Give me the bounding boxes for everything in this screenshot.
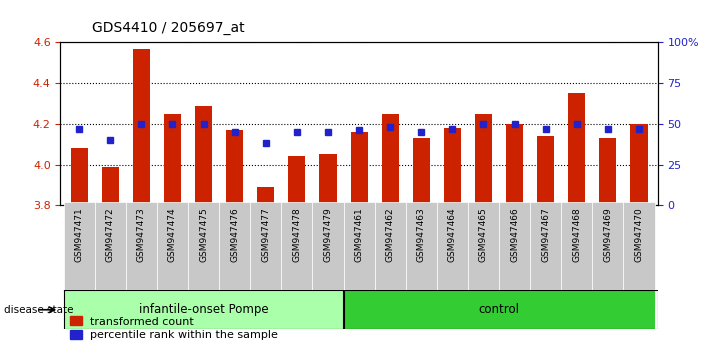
Bar (95, 202, 126, 308)
Text: GSM947468: GSM947468 (572, 207, 582, 262)
Text: GDS4410 / 205697_at: GDS4410 / 205697_at (92, 21, 245, 35)
Text: GSM947464: GSM947464 (448, 207, 457, 262)
Bar (631, 124, 648, 205)
Text: infantile-onset Pompe: infantile-onset Pompe (139, 303, 268, 316)
Text: GSM947472: GSM947472 (106, 207, 114, 262)
Legend: transformed count, percentile rank within the sample: transformed count, percentile rank withi… (66, 312, 283, 345)
Bar (506, 124, 523, 205)
Text: GSM947467: GSM947467 (541, 207, 550, 262)
Text: GSM947461: GSM947461 (355, 207, 363, 262)
Bar (63, 290, 343, 329)
Bar (219, 202, 250, 308)
Text: control: control (479, 303, 520, 316)
Text: GSM947466: GSM947466 (510, 207, 519, 262)
Bar (530, 202, 561, 308)
Bar (102, 167, 119, 205)
Bar (382, 114, 399, 205)
Bar (561, 202, 592, 308)
Text: GSM947471: GSM947471 (75, 207, 84, 262)
Bar (70, 148, 87, 205)
Text: GSM947474: GSM947474 (168, 207, 177, 262)
Text: disease state: disease state (4, 305, 73, 315)
Bar (568, 93, 585, 205)
Bar (319, 154, 336, 205)
Bar (63, 202, 95, 308)
Text: GSM947463: GSM947463 (417, 207, 426, 262)
Bar (250, 202, 282, 308)
Text: GSM947473: GSM947473 (137, 207, 146, 262)
Bar (351, 132, 368, 205)
Text: GSM947465: GSM947465 (479, 207, 488, 262)
Bar (282, 202, 312, 308)
Bar (343, 202, 375, 308)
Bar (312, 202, 343, 308)
Bar (537, 136, 555, 205)
Text: GSM947475: GSM947475 (199, 207, 208, 262)
Bar (133, 48, 150, 205)
Bar (437, 202, 468, 308)
Bar (624, 202, 655, 308)
Text: GSM947477: GSM947477 (261, 207, 270, 262)
Bar (592, 202, 624, 308)
Bar (126, 202, 157, 308)
Bar (375, 202, 406, 308)
Text: GSM947478: GSM947478 (292, 207, 301, 262)
Bar (468, 202, 499, 308)
Bar (257, 187, 274, 205)
Bar (164, 114, 181, 205)
Text: GSM947476: GSM947476 (230, 207, 239, 262)
Text: GSM947469: GSM947469 (604, 207, 612, 262)
Bar (599, 138, 616, 205)
Bar (226, 130, 243, 205)
Bar (188, 202, 219, 308)
Bar (288, 156, 306, 205)
Text: GSM947470: GSM947470 (634, 207, 643, 262)
Bar (499, 202, 530, 308)
Bar (195, 105, 212, 205)
Bar (412, 138, 430, 205)
Bar (475, 114, 492, 205)
Bar (343, 290, 655, 329)
Bar (406, 202, 437, 308)
Text: GSM947479: GSM947479 (324, 207, 333, 262)
Bar (444, 128, 461, 205)
Text: GSM947462: GSM947462 (385, 207, 395, 262)
Bar (157, 202, 188, 308)
